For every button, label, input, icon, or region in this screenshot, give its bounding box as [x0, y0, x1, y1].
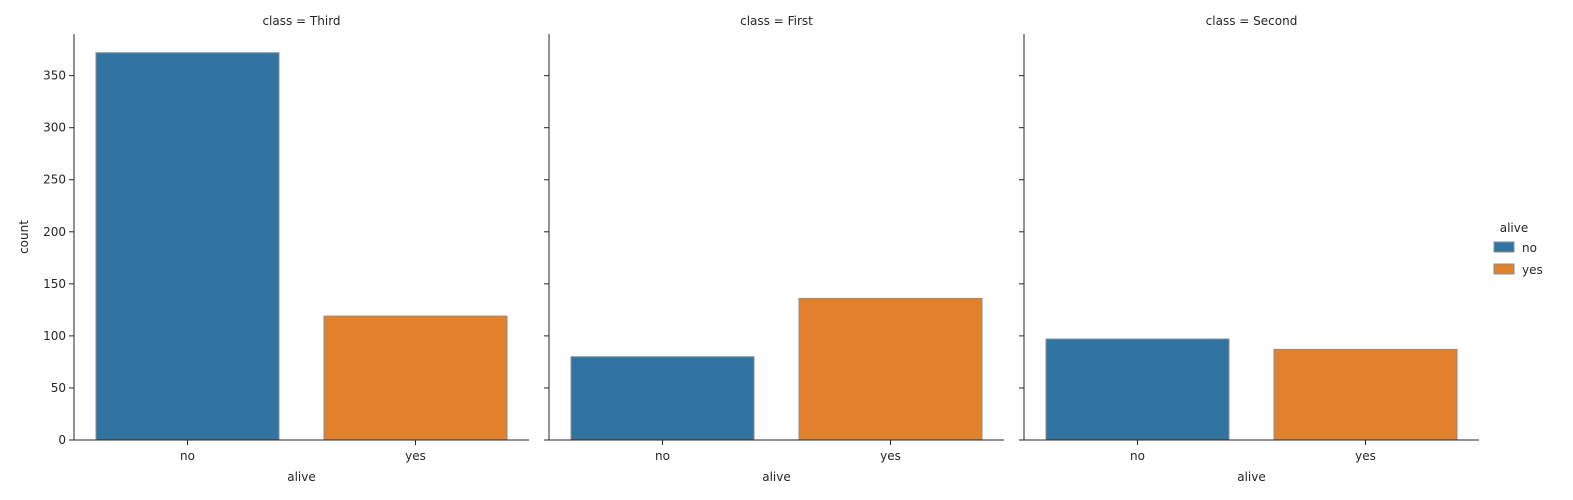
y-tick-label: 0: [58, 433, 66, 447]
x-tick-label: yes: [880, 449, 901, 463]
facet-title: class = First: [740, 14, 813, 28]
y-axis-label: count: [17, 220, 31, 254]
legend-title: alive: [1500, 221, 1529, 235]
x-tick-label: no: [655, 449, 670, 463]
bar-yes: [798, 297, 983, 441]
facet-panel: class = First no yes alive: [544, 14, 1004, 484]
bar-no: [570, 356, 755, 441]
legend-label-yes: yes: [1522, 263, 1543, 277]
bar-yes: [323, 315, 508, 441]
facet-title: class = Third: [262, 14, 340, 28]
legend-label-no: no: [1522, 241, 1537, 255]
facets-layer: class = Third 0 50 100 150 200 250 300 350 no yes a…: [17, 14, 1479, 484]
y-tick-label: 250: [43, 173, 66, 187]
y-tick-label: 150: [43, 277, 66, 291]
x-tick-label: yes: [405, 449, 426, 463]
x-axis-label: alive: [762, 470, 791, 484]
facet-title: class = Second: [1206, 14, 1298, 28]
x-axis-label: alive: [287, 470, 316, 484]
bar-no: [95, 52, 280, 441]
facet-panel: class = Third 0 50 100 150 200 250 300 350 no yes a…: [17, 14, 529, 484]
legend-swatch-yes: [1493, 263, 1515, 275]
facet-panel: class = Second no yes alive: [1019, 14, 1479, 484]
y-tick-label: 100: [43, 329, 66, 343]
y-tick-label: 50: [51, 381, 66, 395]
bar-no: [1045, 338, 1230, 441]
y-tick-label: 300: [43, 121, 66, 135]
x-tick-label: no: [1130, 449, 1145, 463]
x-axis-label: alive: [1237, 470, 1266, 484]
y-tick-label: 350: [43, 69, 66, 83]
legend-swatch-no: [1493, 241, 1515, 253]
x-tick-label: yes: [1355, 449, 1376, 463]
x-tick-label: no: [180, 449, 195, 463]
bar-yes: [1273, 348, 1458, 441]
legend: alive no yes: [1493, 221, 1543, 277]
y-tick-label: 200: [43, 225, 66, 239]
